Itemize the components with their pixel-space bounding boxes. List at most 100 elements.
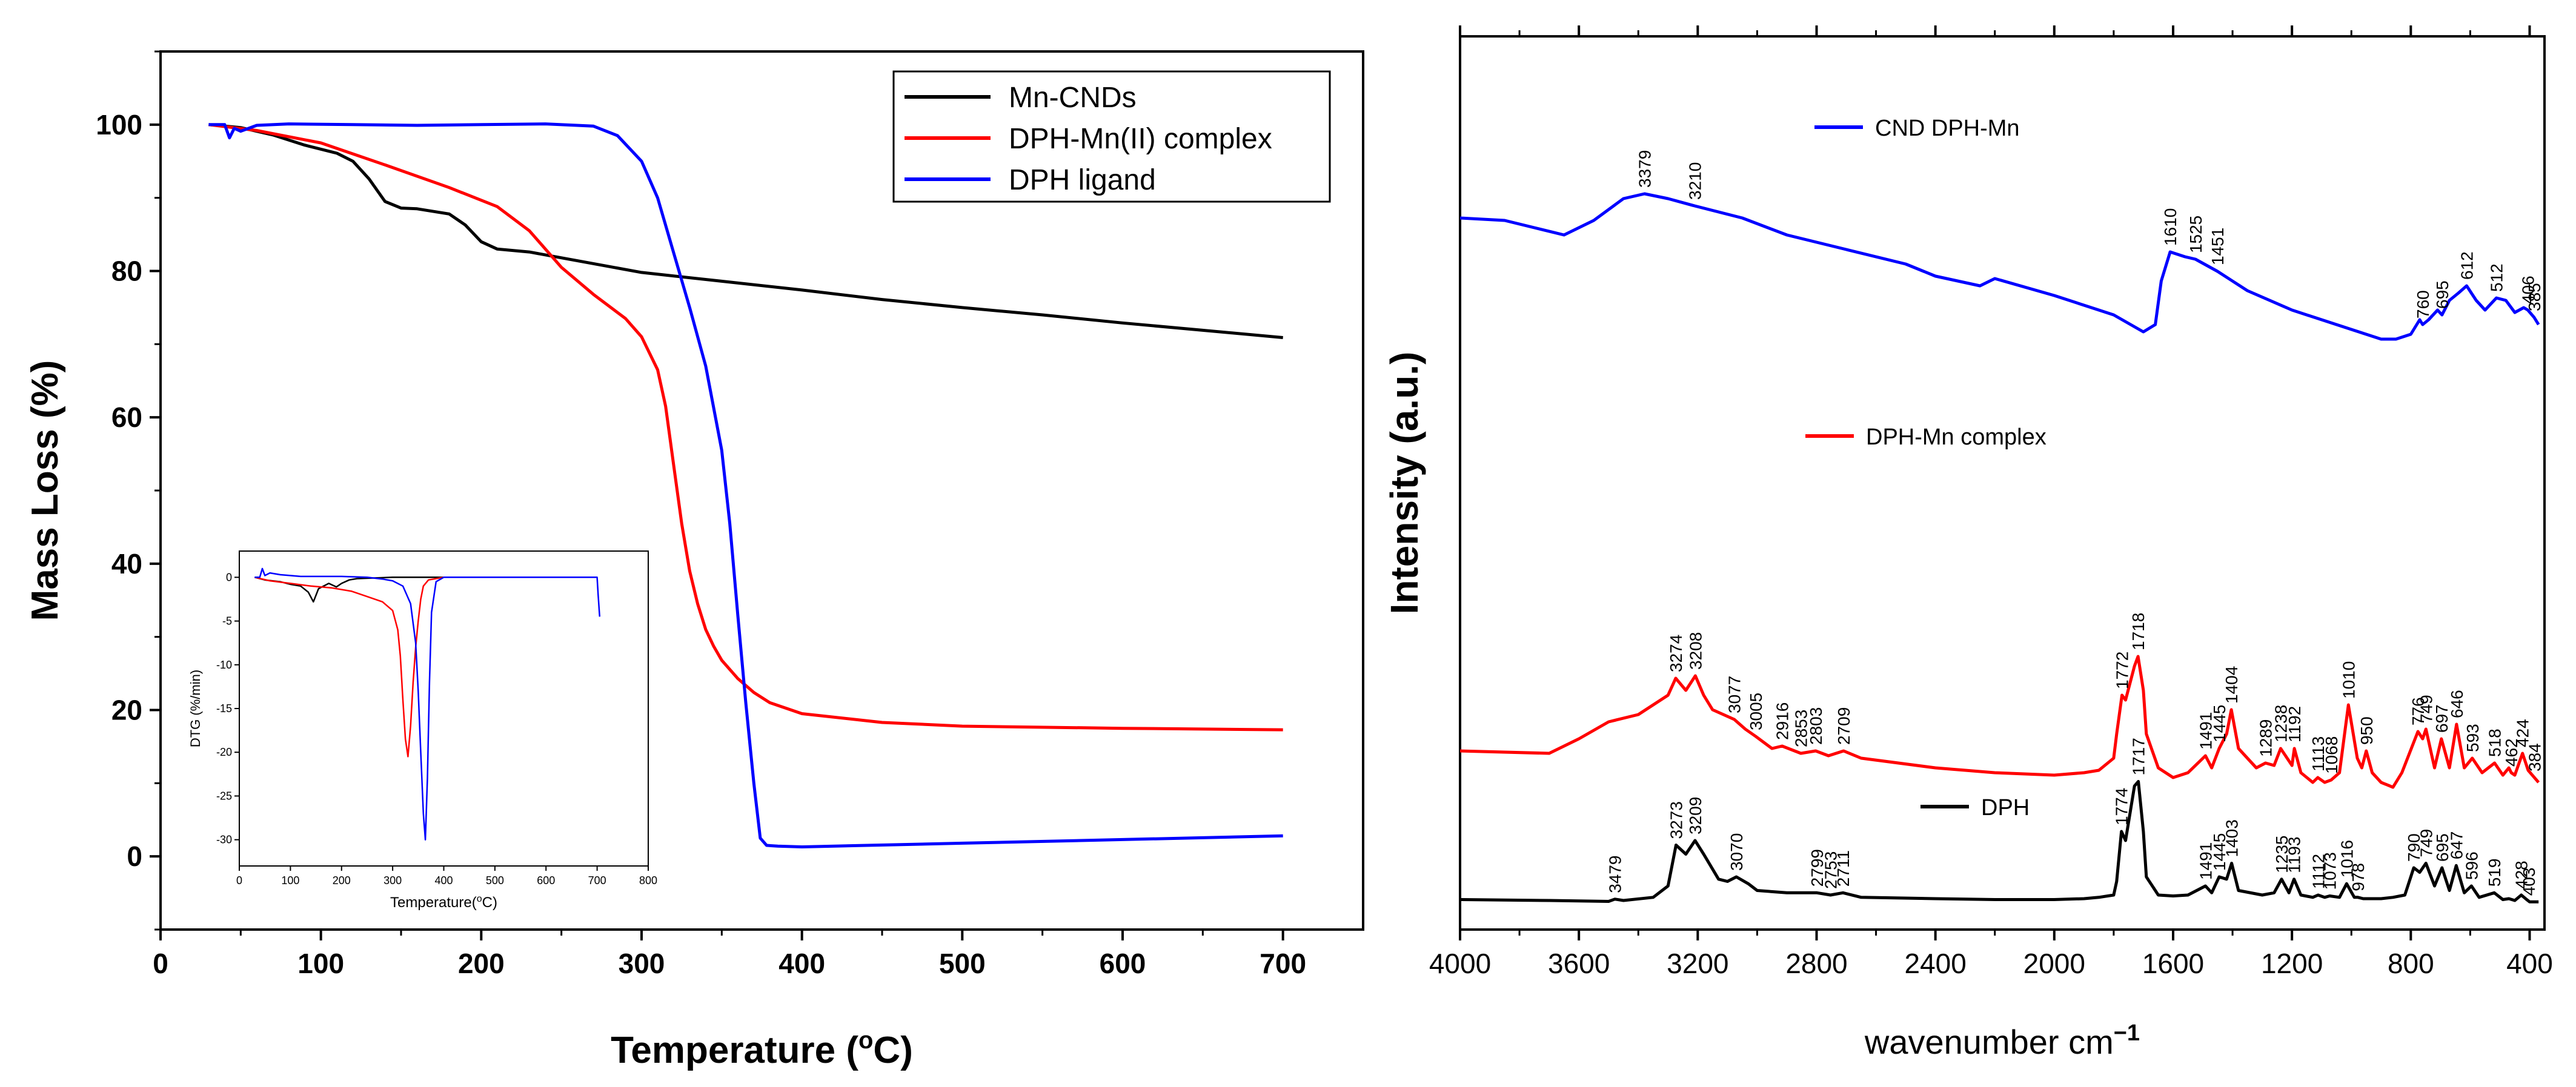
ftir-peak-label: 2853 [1792,710,1811,747]
dtg-y-tick-label: -10 [216,659,232,671]
ftir-peak-label: 2711 [1834,850,1853,887]
ftir-peak-label: 790 [2405,833,2423,862]
dtg-series-dph-mn-ii-complex [254,577,597,758]
ftir-y-axis-label: Intensity (a.u.) [1383,352,1426,615]
tga-x-tick-label: 400 [778,948,825,979]
ftir-peak-label: 462 [2502,738,2521,767]
ftir-peak-label: 519 [2485,859,2504,887]
ftir-peak-label: 406 [2519,276,2538,304]
ftir-x-tick-label: 800 [2388,948,2434,979]
dtg-x-tick-label: 300 [383,874,402,887]
ftir-x-tick-label: 400 [2506,948,2553,979]
tga-y-tick-label: 60 [111,401,142,433]
dtg-x-tick-label: 100 [281,874,299,887]
ftir-peak-label: 749 [2417,829,2435,857]
ftir-x-tick-label: 2400 [1904,948,1966,979]
ftir-peak-label: 1718 [2129,613,2148,650]
ftir-x-tick-label: 3200 [1667,948,1728,979]
ftir-series-cnd-dph-mn [1459,192,2540,341]
tga-x-tick-label: 700 [1260,948,1306,979]
ftir-legend-label: DPH-Mn complex [1866,425,2047,450]
tga-x-tick-label: 600 [1100,948,1146,979]
ftir-peak-label: 596 [2462,851,2481,880]
tga-y-axis-label: Mass Loss (%) [24,360,66,621]
dtg-y-tick-label: -25 [216,790,232,802]
ftir-x-axis-label: wavenumber cm−1 [1864,1020,2140,1061]
ftir-peak-label: 2709 [1834,707,1853,745]
ftir-peak-label: 697 [2432,704,2451,733]
tga-series-dph-ligand [208,122,1283,848]
ftir-peak-label: 1404 [2222,666,2241,704]
ftir-peak-label: 1525 [2186,216,2205,253]
dtg-x-axis-label: Temperature(oC) [390,894,497,911]
dtg-inset-chart: 0 100 200 300 400 500 600 700 800 0 -5 -10 -15 -20 -25… [188,550,657,911]
ftir-peak-label: 1772 [2113,652,2132,689]
tga-x-tick-label: 500 [939,948,986,979]
tga-series-dph-mn-ii-complex [208,123,1283,732]
dtg-y-axis-label: DTG (%/min) [188,670,203,747]
tga-series-mn-cnds [208,123,1283,339]
dtg-x-tick-label: 800 [639,874,657,887]
ftir-peak-label: 647 [2447,831,2466,860]
ftir-peak-label: 1491 [2196,842,2215,880]
ftir-x-tick-label: 1200 [2261,948,2323,979]
tga-x-tick-label: 300 [619,948,665,979]
ftir-peak-label: 403 [2520,868,2538,896]
dtg-series-dph-ligand [254,567,601,841]
ftir-peak-label: 3274 [1667,635,1685,672]
ftir-peak-label: 1774 [2113,788,2131,825]
ftir-x-tick-label: 4000 [1429,948,1491,979]
tga-legend-label: Mn-CNDs [1009,82,1137,114]
ftir-x-tick-label: 2800 [1785,948,1847,979]
dtg-x-tick-label: 600 [537,874,555,887]
tga-x-axis-label: Temperature (oC) [611,1027,913,1071]
tga-y-tick-label: 20 [111,695,142,726]
ftir-x-tick-label: 1600 [2142,948,2204,979]
ftir-legend-label: CND DPH-Mn [1875,116,2020,141]
ftir-peak-label: 518 [2486,729,2505,757]
ftir-peak-label: 385 [2525,283,2544,311]
ftir-peak-label: 749 [2417,695,2435,723]
dtg-y-tick-label: -15 [216,702,232,715]
ftir-peak-label: 1610 [2161,208,2180,246]
ftir-peak-label: 2799 [1808,849,1827,887]
ftir-peak-label: 512 [2488,263,2506,292]
ftir-peak-label: 1445 [2210,705,2229,742]
tga-legend-label: DPH-Mn(II) complex [1009,123,1272,155]
tga-x-tick-label: 200 [458,948,505,979]
ftir-peak-label: 1451 [2208,228,2227,265]
ftir-peak-label: 1068 [2322,736,2341,774]
tga-y-tick-label: 40 [111,548,142,580]
ftir-peak-label: 1235 [2272,836,2291,873]
ftir-peak-label: 1073 [2320,852,2339,890]
ftir-peak-label: 3210 [1685,162,1704,200]
ftir-peak-label: 3208 [1686,632,1705,670]
ftir-peak-label: 3273 [1667,801,1686,839]
ftir-peak-label: 950 [2357,716,2376,745]
dtg-plot-frame [239,550,649,867]
ftir-peak-label: 2916 [1773,702,1792,740]
tga-x-tick-label: 100 [297,948,344,979]
ftir-x-tick-label: 2000 [2023,948,2085,979]
ftir-peak-label: 1238 [2272,705,2291,742]
tga-y-tick-label: 100 [96,109,142,140]
ftir-legend-label: DPH [1981,795,2030,821]
dtg-x-tick-label: 700 [588,874,606,887]
ftir-peak-label: 593 [2463,724,2482,752]
tga-chart: 0 100 200 300 400 500 600 700 0 20 40 60 80 100 Temper… [24,50,1364,1071]
dtg-y-tick-label: -20 [216,746,232,758]
ftir-peak-label: 1010 [2339,661,2358,699]
ftir-peak-label: 1717 [2130,738,2148,775]
dtg-x-tick-label: 200 [333,874,351,887]
ftir-x-tick-label: 3600 [1548,948,1610,979]
ftir-peak-label: 3209 [1686,797,1705,834]
ftir-peak-label: 384 [2525,743,2544,771]
ftir-peak-label: 424 [2514,719,2532,747]
ftir-peak-label: 646 [2448,690,2466,718]
tga-y-tick-label: 80 [111,256,142,287]
dtg-y-tick-label: 0 [226,571,232,583]
ftir-peak-label: 1445 [2210,833,2229,871]
ftir-peak-label: 695 [2433,833,2452,862]
ftir-plot-frame [1459,35,2546,931]
dtg-y-tick-label: -5 [222,615,232,627]
